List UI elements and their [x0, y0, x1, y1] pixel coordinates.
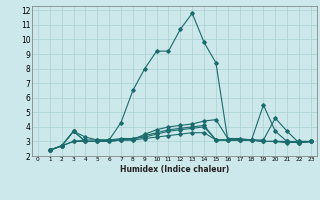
X-axis label: Humidex (Indice chaleur): Humidex (Indice chaleur)	[120, 165, 229, 174]
